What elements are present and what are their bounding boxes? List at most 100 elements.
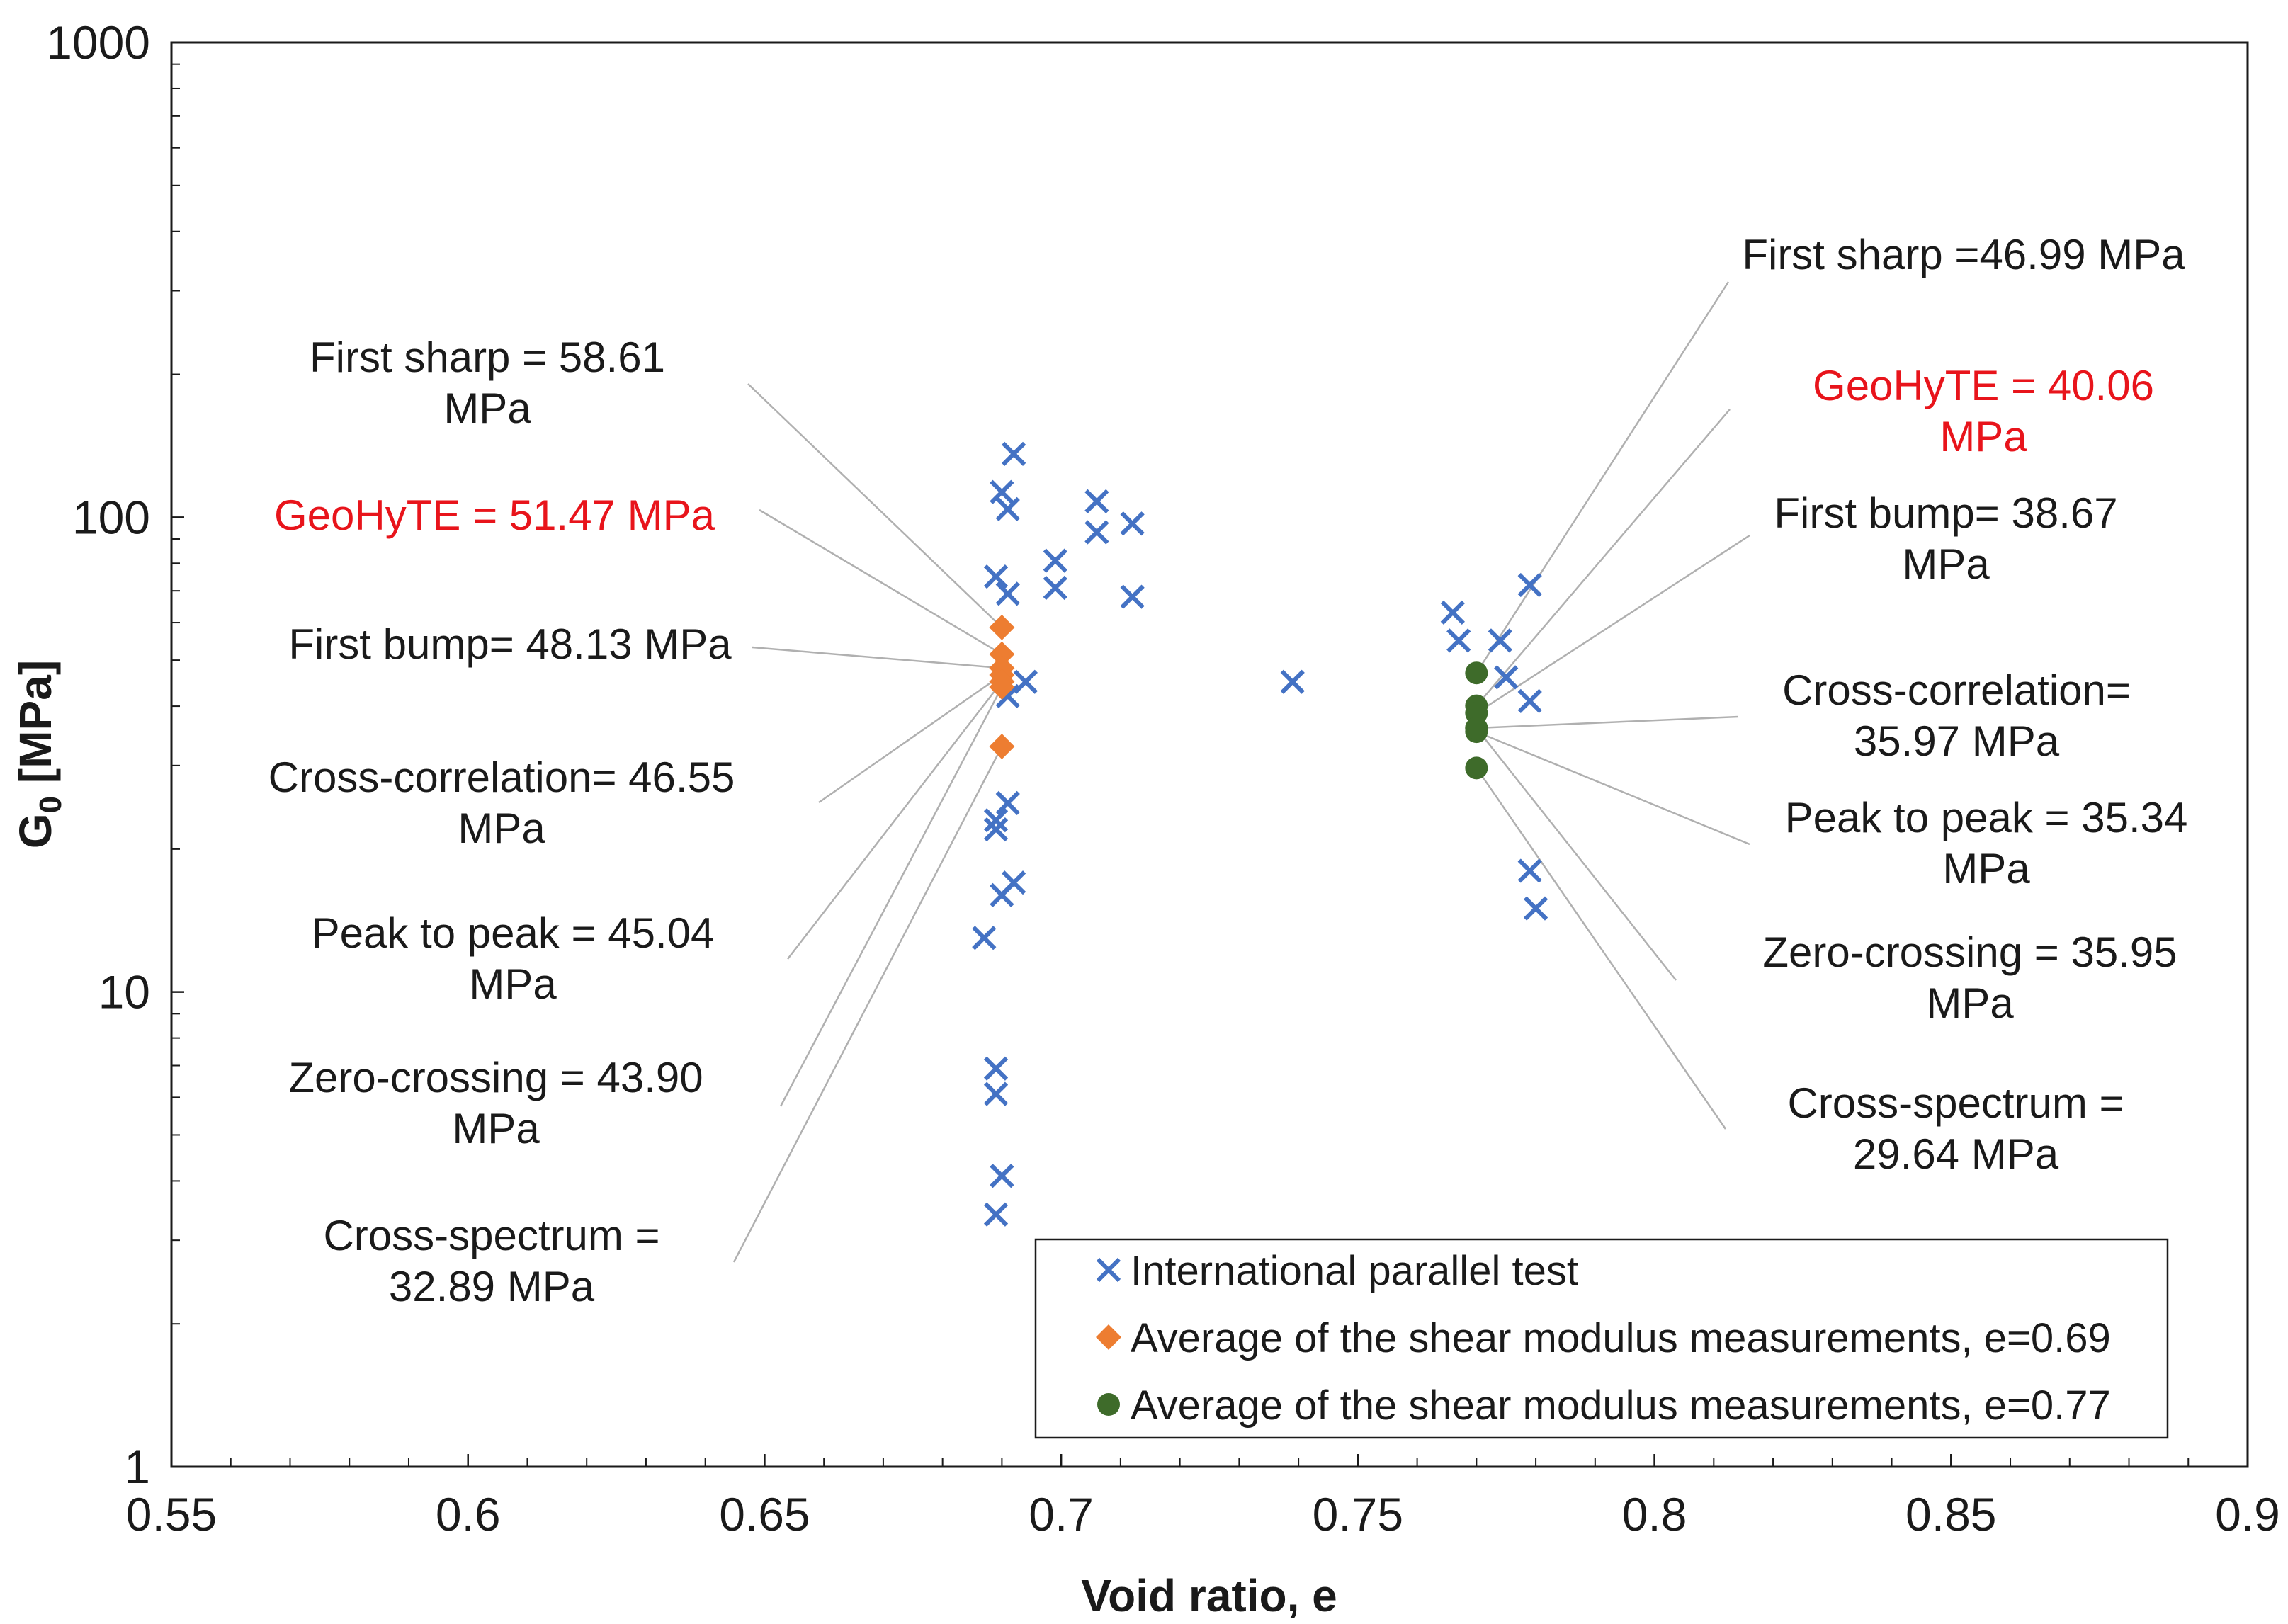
y-axis-title-main: G	[10, 813, 61, 848]
leader-line-right	[1476, 715, 1739, 729]
x-axis-title: Void ratio, e	[1081, 1570, 1337, 1621]
y-axis-title-subscript: 0	[33, 796, 68, 813]
data-point-x	[990, 1164, 1014, 1188]
leader-line-right	[1476, 730, 1750, 846]
annotation-label-right: 35.97 MPa	[1854, 717, 2060, 765]
x-tick-label: 0.85	[1905, 1488, 1996, 1540]
legend-marker-diamond	[1096, 1324, 1121, 1350]
data-point-x	[1517, 858, 1542, 883]
y-tick-label: 1	[124, 1441, 150, 1493]
data-point-x	[1440, 600, 1465, 625]
data-point-x	[1280, 669, 1305, 694]
data-point-x	[1120, 584, 1145, 609]
leader-line-right	[1476, 727, 1677, 981]
annotation-label-left: MPa	[458, 805, 545, 852]
legend-marker-x	[1096, 1257, 1121, 1283]
data-point-diamond	[989, 674, 1015, 700]
legend-box	[1034, 1238, 2169, 1439]
annotation-label-right: Peak to peak = 35.34	[1785, 794, 2188, 841]
annotation-label-right: MPa	[1902, 540, 1990, 588]
x-tick-label: 0.55	[126, 1488, 217, 1540]
annotation-label-right: GeoHyTE = 40.06	[1813, 362, 2154, 409]
data-point-circle	[1465, 661, 1488, 685]
annotation-label-left: MPa	[443, 385, 531, 432]
leader-line-right	[1476, 409, 1731, 707]
data-point-x	[1120, 511, 1145, 536]
leader-line-left	[759, 509, 1003, 655]
data-point-x	[1002, 441, 1026, 466]
leader-line-left	[779, 686, 1003, 1107]
data-point-x	[1043, 575, 1067, 601]
annotation-label-right: Zero-crossing = 35.95	[1762, 929, 2177, 976]
data-point-x	[983, 1056, 1009, 1081]
data-point-x	[995, 790, 1020, 816]
annotation-label-right: MPa	[1942, 845, 2030, 892]
legend: International parallel test Average of th…	[1034, 1238, 2169, 1439]
x-tick-label: 0.9	[2215, 1488, 2280, 1540]
data-point-x	[995, 496, 1020, 522]
leader-lines	[732, 281, 1750, 1263]
data-point-diamond	[989, 614, 1015, 640]
x-tick-label: 0.75	[1313, 1488, 1403, 1540]
leader-line-right	[1476, 534, 1750, 714]
annotation-label-left: Zero-crossing = 43.90	[288, 1054, 703, 1101]
annotation-label-right: Cross-spectrum =	[1787, 1079, 2124, 1127]
y-axis-title-unit: [MPa]	[10, 660, 61, 796]
legend-label: International parallel test	[1131, 1248, 1578, 1294]
data-point-x	[983, 564, 1009, 589]
annotation-label-right: MPa	[1926, 979, 2014, 1027]
legend-items: International parallel test Average of th…	[1096, 1248, 2111, 1429]
data-point-x	[1488, 628, 1512, 653]
data-point-x	[1043, 548, 1067, 573]
data-markers	[972, 441, 1548, 1227]
x-axis-ticks: 0.55 0.6 0.65 0.7 0.75 0.8 0.85 0.9	[126, 1454, 2280, 1540]
plot-frame	[170, 41, 2249, 1468]
data-point-x	[1523, 896, 1548, 921]
annotation-label-right: First bump= 38.67	[1774, 489, 2117, 537]
annotation-label-left: First sharp = 58.61	[310, 334, 665, 381]
annotation-label-left: First bump= 48.13 MPa	[288, 620, 732, 668]
leader-line-left	[752, 646, 1002, 669]
x-tick-label: 0.65	[719, 1488, 810, 1540]
data-point-x	[972, 926, 997, 950]
data-point-x	[983, 1202, 1009, 1227]
data-point-diamond	[989, 641, 1015, 667]
data-point-circle	[1465, 717, 1488, 740]
leader-line-left	[787, 681, 1003, 960]
leader-line-left	[732, 746, 1003, 1263]
y-tick-label: 100	[72, 491, 150, 543]
data-point-x	[1084, 520, 1109, 545]
data-point-x	[1517, 572, 1542, 598]
y-axis-ticks: 1 10 100 1000	[46, 16, 184, 1493]
annotation-label-left: Cross-spectrum =	[323, 1212, 659, 1259]
leader-line-right	[1476, 767, 1727, 1130]
annotation-label-left: 32.89 MPa	[389, 1263, 595, 1310]
annotation-label-right: MPa	[1939, 413, 2027, 460]
annotation-label-left: MPa	[469, 960, 557, 1008]
annotation-label-left: MPa	[452, 1105, 540, 1152]
annotation-label-left: Cross-correlation= 46.55	[268, 754, 735, 801]
legend-label: Average of the shear modulus measurement…	[1131, 1382, 2111, 1429]
leader-line-left	[747, 383, 1003, 628]
data-point-x	[1494, 665, 1519, 690]
data-point-x	[1084, 489, 1109, 514]
x-tick-label: 0.7	[1029, 1488, 1094, 1540]
leader-line-left	[818, 674, 1003, 804]
data-point-x	[990, 882, 1014, 907]
data-point-x	[990, 479, 1014, 504]
data-point-x	[995, 581, 1020, 606]
y-tick-label: 1000	[46, 16, 150, 69]
data-point-x	[1446, 628, 1471, 653]
annotation-label-left: Peak to peak = 45.04	[312, 909, 715, 957]
data-point-x	[1517, 688, 1542, 714]
data-point-circle	[1465, 756, 1488, 780]
data-point-x	[983, 1081, 1009, 1106]
leader-line-right	[1476, 281, 1730, 674]
x-tick-label: 0.8	[1622, 1488, 1687, 1540]
data-point-x	[1013, 669, 1038, 694]
annotation-label-right: 29.64 MPa	[1853, 1130, 2059, 1178]
y-tick-label: 10	[98, 966, 150, 1018]
data-point-x	[983, 808, 1009, 833]
